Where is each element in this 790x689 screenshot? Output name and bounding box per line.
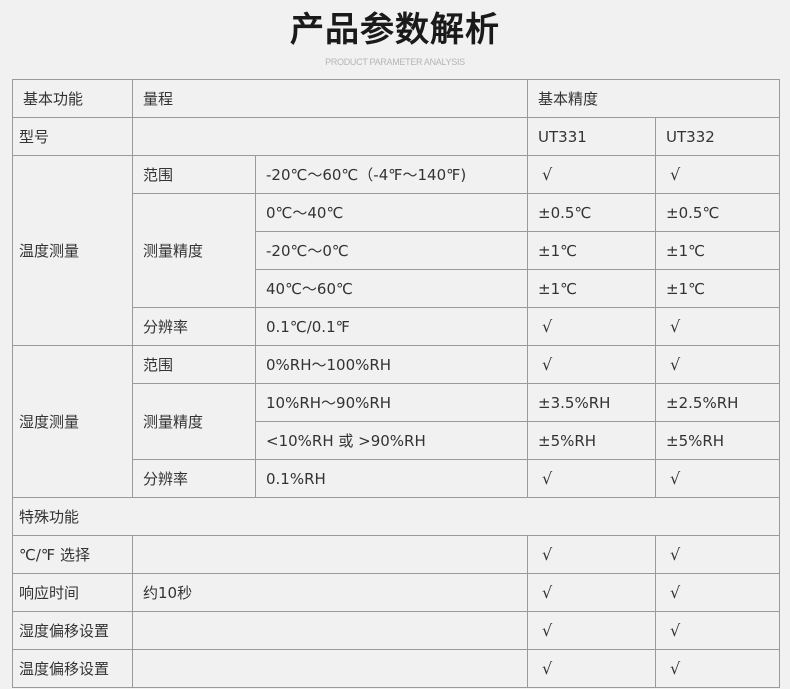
table-row: -20℃～0℃ ±1℃ ±1℃ [13, 231, 781, 270]
check-mark: √ [655, 611, 781, 650]
table-cell: ±0.5℃ [527, 193, 657, 232]
page-subtitle: PRODUCT PARAMETER ANALYSIS [325, 57, 465, 67]
check-mark: √ [655, 459, 781, 498]
table-cell: 范围 [132, 155, 256, 194]
table-cell: ±2.5%RH [655, 383, 781, 422]
table-cell: 基本精度 [527, 79, 781, 118]
table-cell: 0℃～40℃ [254, 193, 529, 232]
table-row: 测量精度 0℃～40℃ ±0.5℃ ±0.5℃ [13, 193, 781, 308]
table-cell: ±1℃ [655, 269, 781, 308]
table-row: 湿度测量 范围 0%RH～100%RH √ √ [12, 345, 781, 498]
check-mark: √ [655, 649, 781, 688]
table-row: 40℃～60℃ ±1℃ ±1℃ [13, 269, 781, 308]
table-row: 测量精度 10%RH～90%RH ±3.5%RH ±2.5%RH [13, 383, 781, 460]
table-cell: UT331 [527, 117, 657, 156]
table-cell: ±5%RH [527, 421, 657, 460]
table-cell [131, 535, 529, 574]
table-row: 分辨率 0.1℃/0.1℉ √ √ [13, 307, 781, 346]
table-cell: ±3.5%RH [527, 383, 657, 422]
table-cell: ±0.5℃ [655, 193, 781, 232]
check-mark: √ [527, 459, 657, 498]
table-cell: 湿度偏移设置 [12, 611, 133, 650]
check-mark: √ [527, 573, 657, 612]
table-cell: 量程 [131, 79, 529, 118]
table-cell: ±1℃ [527, 231, 657, 270]
check-mark: √ [527, 611, 657, 650]
check-mark: √ [655, 345, 781, 384]
check-mark: √ [527, 535, 657, 574]
check-mark: √ [527, 345, 657, 384]
table-cell: 范围 [132, 345, 256, 384]
table-cell: 响应时间 [12, 573, 133, 612]
table-row: 响应时间 约10秒 √ √ [12, 573, 781, 612]
table-cell: 0.1℃/0.1℉ [254, 307, 529, 346]
table-cell: 分辨率 [132, 307, 256, 346]
table-cell: ±1℃ [527, 269, 657, 308]
table-cell: 0%RH～100%RH [254, 345, 529, 384]
check-mark: √ [527, 155, 657, 194]
table-row: 温度偏移设置 √ √ [12, 649, 781, 688]
check-mark: √ [527, 307, 657, 346]
table-cell: ±1℃ [655, 231, 781, 270]
check-mark: √ [655, 155, 781, 194]
table-cell: UT332 [655, 117, 781, 156]
table-row: <10%RH 或 >90%RH ±5%RH ±5%RH [13, 421, 781, 460]
table-cell: 特殊功能 [11, 497, 781, 536]
table-cell: -20℃～60℃（-4℉～140℉) [254, 155, 529, 194]
table-cell: 0.1%RH [254, 459, 529, 498]
table-cell: 型号 [12, 117, 133, 156]
table-row: 湿度偏移设置 √ √ [12, 611, 781, 650]
parameter-table: 基本功能 量程 基本精度 型号 UT331 UT332 温度测量 范围 -20℃～60℃（-4℉… [11, 79, 781, 688]
table-cell: 40℃～60℃ [254, 269, 529, 308]
table-cell: -20℃～0℃ [254, 231, 529, 270]
table-cell: 温度偏移设置 [12, 649, 133, 688]
table-row: 特殊功能 [11, 497, 781, 536]
table-row: 型号 UT331 UT332 [12, 117, 781, 156]
check-mark: √ [655, 573, 781, 612]
table-row: 温度测量 范围 -20℃～60℃（-4℉～140℉) √ √ [12, 155, 781, 346]
table-cell [131, 649, 529, 688]
check-mark: √ [655, 307, 781, 346]
table-row: ℃/℉ 选择 √ √ [12, 535, 781, 574]
table-cell: 基本功能 [12, 79, 133, 118]
table-cell [131, 611, 529, 650]
table-cell: ℃/℉ 选择 [12, 535, 133, 574]
table-cell: 约10秒 [131, 573, 529, 612]
table-cell: 10%RH～90%RH [254, 383, 529, 422]
table-cell: 分辨率 [132, 459, 256, 498]
page-title: 产品参数解析 [290, 10, 500, 50]
table-cell: <10%RH 或 >90%RH [254, 421, 529, 460]
table-cell: 湿度测量 [12, 345, 133, 498]
check-mark: √ [527, 649, 657, 688]
table-cell: 测量精度 [132, 383, 256, 460]
table-cell: ±5%RH [655, 421, 781, 460]
table-cell: 温度测量 [12, 155, 133, 346]
table-cell [131, 117, 529, 156]
table-cell: 测量精度 [132, 193, 256, 308]
check-mark: √ [655, 535, 781, 574]
table-row: 基本功能 量程 基本精度 [12, 79, 781, 118]
